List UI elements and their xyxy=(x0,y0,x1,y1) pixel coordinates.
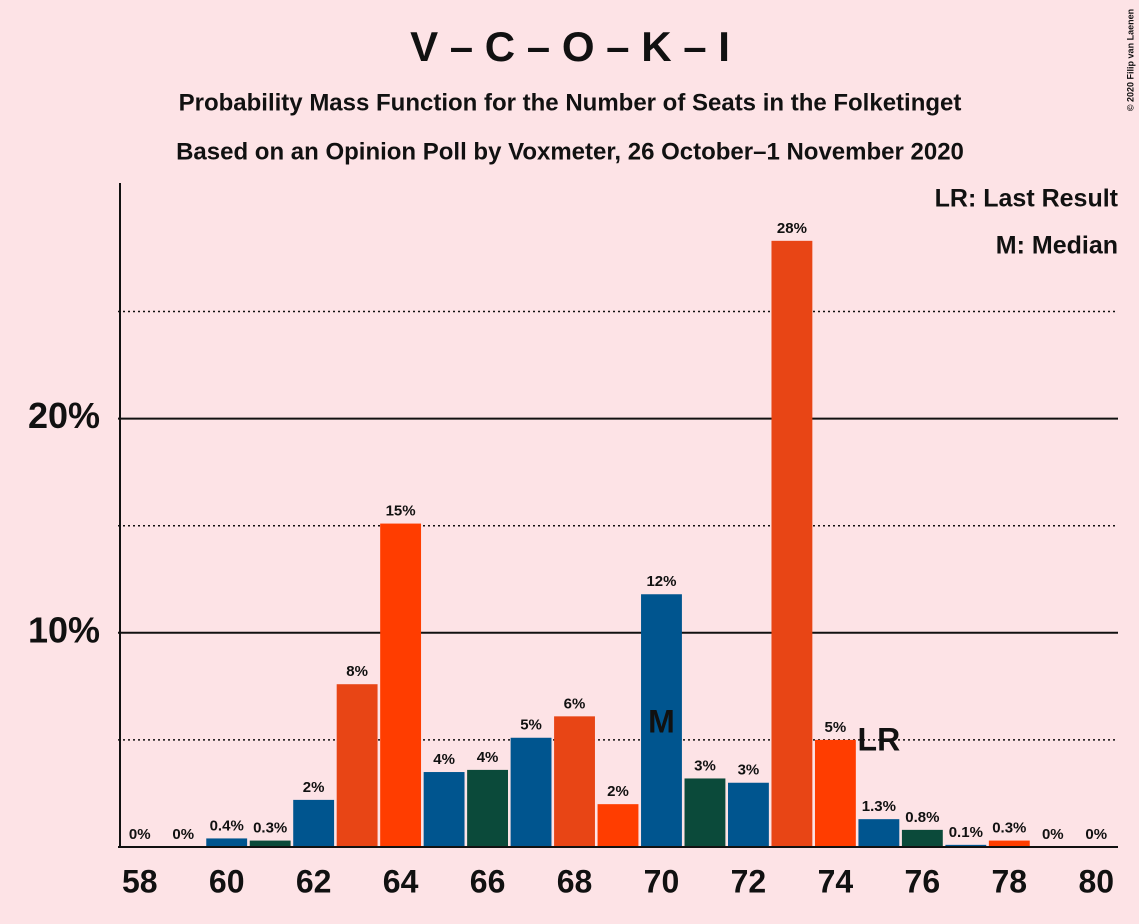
x-tick-label: 62 xyxy=(296,863,332,899)
bar xyxy=(641,594,682,847)
bar xyxy=(293,799,335,847)
value-label: 2% xyxy=(303,779,325,796)
bar xyxy=(380,523,422,847)
value-label: 0% xyxy=(129,826,151,843)
bar xyxy=(554,716,595,847)
median-marker: M xyxy=(648,704,675,740)
bar xyxy=(814,739,856,847)
value-label: 8% xyxy=(346,663,368,680)
bar xyxy=(901,829,943,847)
value-label: 4% xyxy=(433,751,455,768)
chart-title: V – C – O – K – I xyxy=(410,23,730,70)
bar xyxy=(858,819,900,847)
value-label: 15% xyxy=(386,503,416,520)
bar xyxy=(510,737,552,847)
value-label: 5% xyxy=(825,719,847,736)
value-label: 6% xyxy=(564,695,586,712)
value-label: 28% xyxy=(777,220,807,237)
value-label: 0.8% xyxy=(905,809,939,826)
x-tick-label: 60 xyxy=(209,863,245,899)
x-tick-label: 58 xyxy=(122,863,158,899)
x-tick-label: 74 xyxy=(818,863,854,899)
value-label: 3% xyxy=(694,757,716,774)
bar xyxy=(467,769,508,847)
last-result-marker: LR xyxy=(858,721,901,757)
value-label: 0.1% xyxy=(949,824,983,841)
bar xyxy=(684,778,726,847)
value-label: 0% xyxy=(1085,826,1107,843)
y-tick-label: 20% xyxy=(28,395,100,436)
chart-subtitle: Based on an Opinion Poll by Voxmeter, 26… xyxy=(176,138,964,165)
copyright: © 2020 Filip van Laenen xyxy=(1125,9,1135,111)
bar xyxy=(206,838,248,847)
legend-entry: M: Median xyxy=(996,232,1118,260)
x-tick-label: 78 xyxy=(992,863,1028,899)
x-tick-label: 66 xyxy=(470,863,506,899)
y-tick-label: 10% xyxy=(28,609,100,650)
x-tick-label: 76 xyxy=(905,863,941,899)
value-label: 12% xyxy=(646,573,676,590)
value-label: 1.3% xyxy=(862,798,896,815)
bar xyxy=(945,844,987,847)
value-label: 0.3% xyxy=(253,820,287,837)
legend-entry: LR: Last Result xyxy=(935,185,1119,213)
x-tick-label: 80 xyxy=(1078,863,1114,899)
bar xyxy=(336,684,378,847)
value-label: 0% xyxy=(172,826,194,843)
bar xyxy=(423,772,465,847)
value-label: 4% xyxy=(477,749,499,766)
value-label: 0.4% xyxy=(210,817,244,834)
bar xyxy=(728,782,769,847)
bar xyxy=(249,840,291,847)
x-tick-label: 72 xyxy=(731,863,767,899)
bar xyxy=(597,804,639,847)
value-label: 0.3% xyxy=(992,820,1026,837)
value-label: 0% xyxy=(1042,826,1064,843)
chart-subtitle: Probability Mass Function for the Number… xyxy=(179,89,962,116)
value-label: 5% xyxy=(520,717,542,734)
bar xyxy=(771,240,813,847)
value-label: 3% xyxy=(738,762,760,779)
value-label: 2% xyxy=(607,783,629,800)
bar xyxy=(988,840,1030,847)
x-tick-label: 64 xyxy=(383,863,419,899)
x-tick-label: 70 xyxy=(644,863,680,899)
x-tick-label: 68 xyxy=(557,863,593,899)
